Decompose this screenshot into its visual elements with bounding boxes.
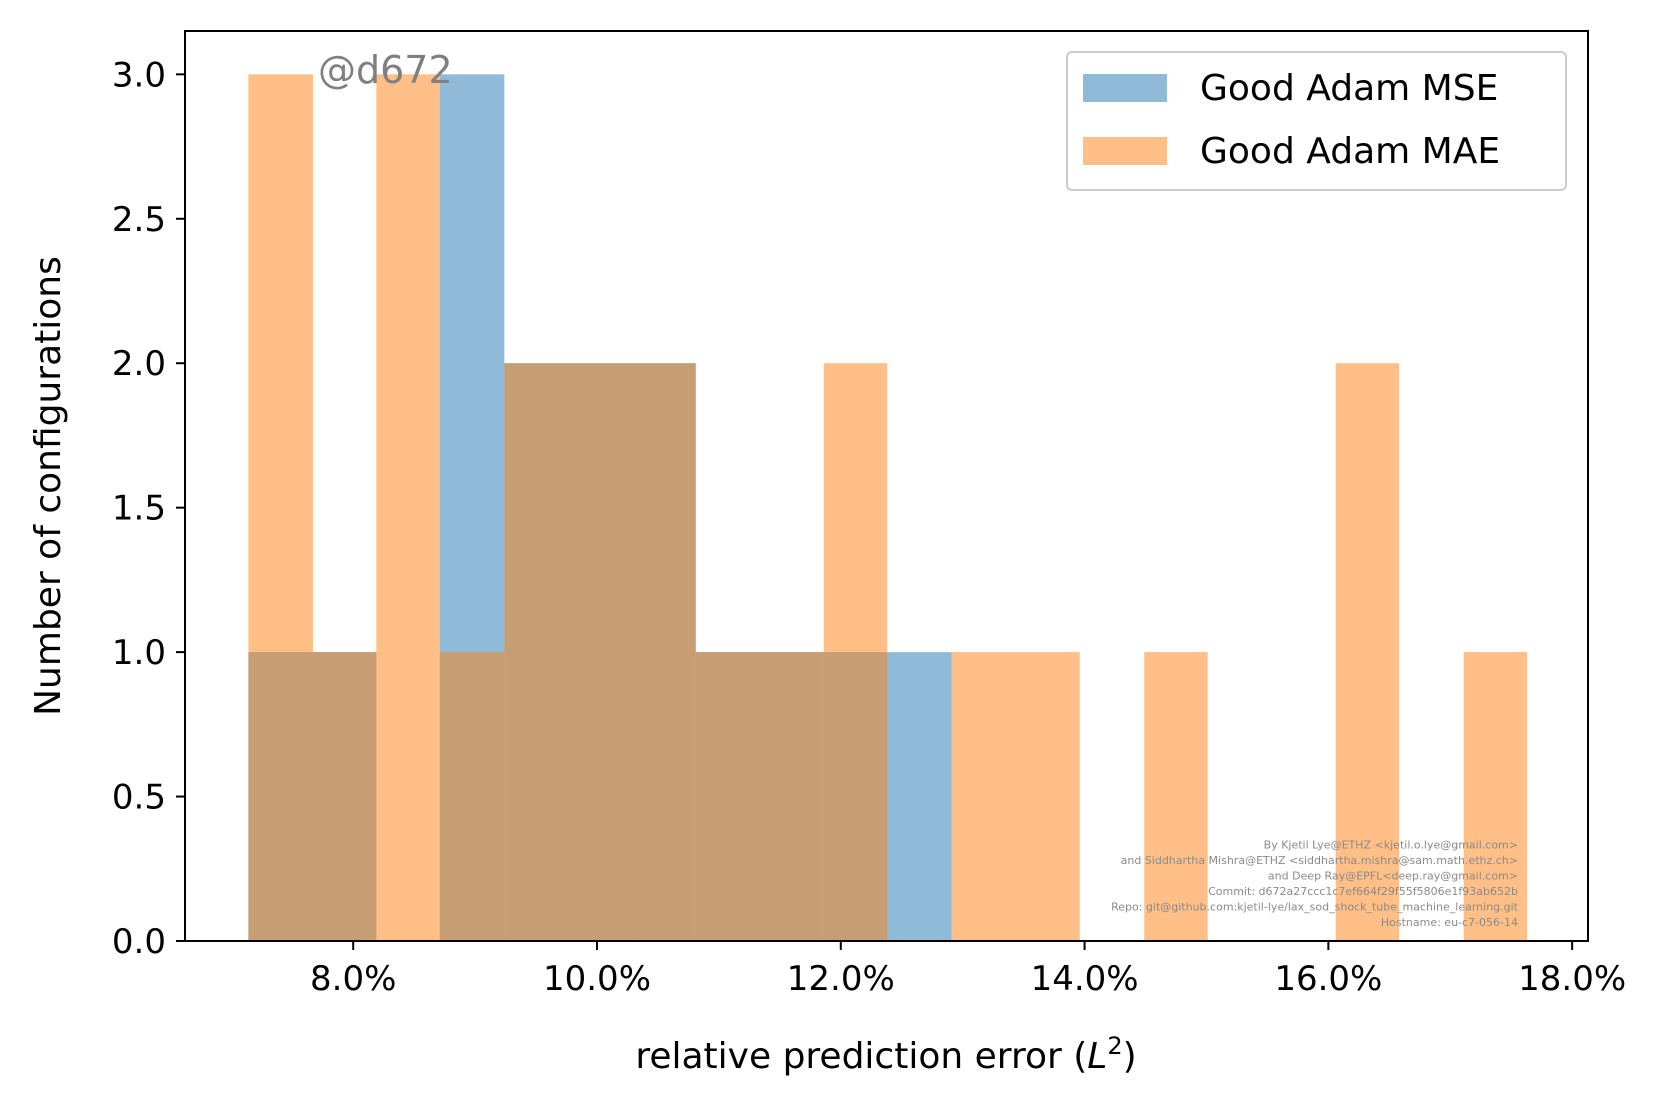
bar-good-adam-mae-8 bbox=[951, 652, 1080, 941]
legend: Good Adam MSE Good Adam MAE bbox=[1066, 51, 1567, 191]
legend-label-good-adam-mse: Good Adam MSE bbox=[1200, 68, 1498, 109]
legend-swatch-good-adam-mse bbox=[1083, 74, 1167, 102]
y-tick-label: 2.5 bbox=[112, 200, 166, 240]
credits-annotation: By Kjetil Lye@ETHZ <kjetil.o.lye@gmail.c… bbox=[1111, 839, 1519, 930]
y-tick-label: 1.5 bbox=[112, 489, 166, 529]
bar-good-adam-mae-10 bbox=[1335, 363, 1400, 942]
y-axis-label: Number of configurations bbox=[28, 256, 69, 716]
x-axis-label: relative prediction error (L2) bbox=[635, 1032, 1136, 1077]
x-tick-label: 16.0% bbox=[1274, 959, 1382, 999]
credit-line: Repo: git@github.com:kjetil-lye/lax_sod_… bbox=[1111, 901, 1519, 914]
bar-good-adam-mae-9 bbox=[1144, 652, 1208, 941]
credit-line: and Deep Ray@EPFL<deep.ray@gmail.com> bbox=[1268, 870, 1518, 883]
plot-frame bbox=[184, 30, 1589, 942]
x-axis-label-close: ) bbox=[1123, 1036, 1137, 1077]
y-tick-label: 3.0 bbox=[112, 55, 166, 95]
legend-label-good-adam-mae: Good Adam MAE bbox=[1200, 131, 1500, 172]
credit-line: Hostname: eu-c7-056-14 bbox=[1381, 916, 1518, 929]
x-tick-label: 10.0% bbox=[543, 959, 651, 999]
bar-good-adam-mae-7 bbox=[823, 363, 888, 942]
bar-good-adam-mae-1 bbox=[312, 652, 377, 941]
x-tick-label: 8.0% bbox=[310, 959, 396, 999]
bar-good-adam-mae-5 bbox=[632, 363, 696, 942]
y-tick-label: 0.5 bbox=[112, 778, 166, 818]
credit-line: Commit: d672a27ccc1c7ef664f29f55f5806e1f… bbox=[1208, 885, 1518, 898]
bar-good-adam-mae-3 bbox=[439, 652, 505, 941]
y-tick-label: 0.0 bbox=[112, 922, 166, 962]
credit-line: By Kjetil Lye@ETHZ <kjetil.o.lye@gmail.c… bbox=[1264, 839, 1518, 852]
bar-good-adam-mae-6 bbox=[695, 652, 824, 941]
x-tick-label: 18.0% bbox=[1518, 959, 1626, 999]
x-tick-label: 14.0% bbox=[1031, 959, 1139, 999]
bar-good-adam-mae-0 bbox=[248, 74, 313, 941]
bar-good-adam-mae-2 bbox=[376, 74, 440, 941]
x-axis: 8.0% 10.0% 12.0% 14.0% 16.0% 18.0% bbox=[310, 941, 1626, 999]
y-tick-label: 2.0 bbox=[112, 344, 166, 384]
version-tag: @d672 bbox=[318, 48, 453, 92]
legend-frame bbox=[1066, 51, 1567, 191]
x-tick-label: 12.0% bbox=[787, 959, 895, 999]
legend-swatch-good-adam-mae bbox=[1083, 137, 1167, 165]
y-tick-label: 1.0 bbox=[112, 633, 166, 673]
y-axis: 0.0 0.5 1.0 1.5 2.0 2.5 3.0 bbox=[112, 55, 185, 962]
credit-line: and Siddhartha Mishra@ETHZ <siddhartha.m… bbox=[1121, 854, 1518, 867]
bar-good-adam-mae-4 bbox=[504, 363, 633, 942]
x-axis-label-superscript: 2 bbox=[1107, 1032, 1122, 1060]
x-axis-label-math: L bbox=[1087, 1036, 1107, 1077]
histogram-bars bbox=[248, 74, 1528, 942]
bar-good-adam-mae-11 bbox=[1463, 652, 1528, 941]
x-axis-label-text: relative prediction error ( bbox=[635, 1036, 1087, 1077]
